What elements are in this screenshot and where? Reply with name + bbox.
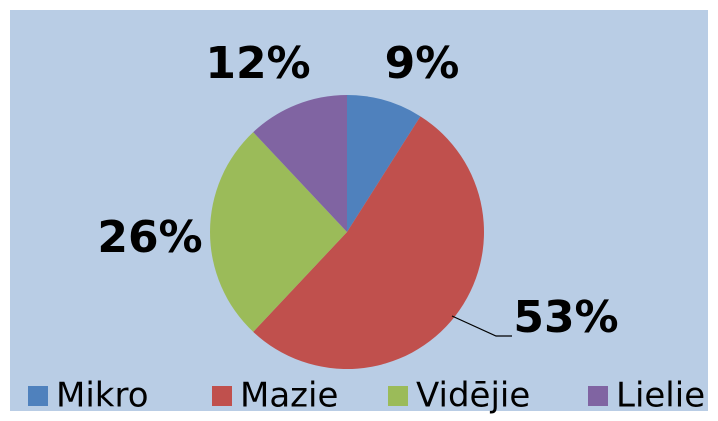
pie-slice bbox=[347, 95, 421, 232]
data-label: 26% bbox=[97, 212, 202, 263]
legend-swatch bbox=[28, 386, 48, 406]
data-label: 12% bbox=[205, 38, 310, 89]
legend-label: Mazie bbox=[240, 376, 338, 416]
pie-slice bbox=[210, 132, 347, 332]
legend-swatch bbox=[388, 386, 408, 406]
legend-label: Vidējie bbox=[416, 376, 530, 416]
legend-label: Mikro bbox=[56, 376, 149, 416]
data-label: 53% bbox=[513, 292, 618, 343]
data-label: 9% bbox=[385, 38, 460, 89]
pie-slice bbox=[253, 116, 484, 370]
legend-swatch bbox=[212, 386, 232, 406]
leader-line bbox=[451, 315, 512, 337]
legend-swatch bbox=[588, 386, 608, 406]
legend-label: Lielie bbox=[616, 376, 705, 416]
pie-slice bbox=[253, 95, 347, 232]
